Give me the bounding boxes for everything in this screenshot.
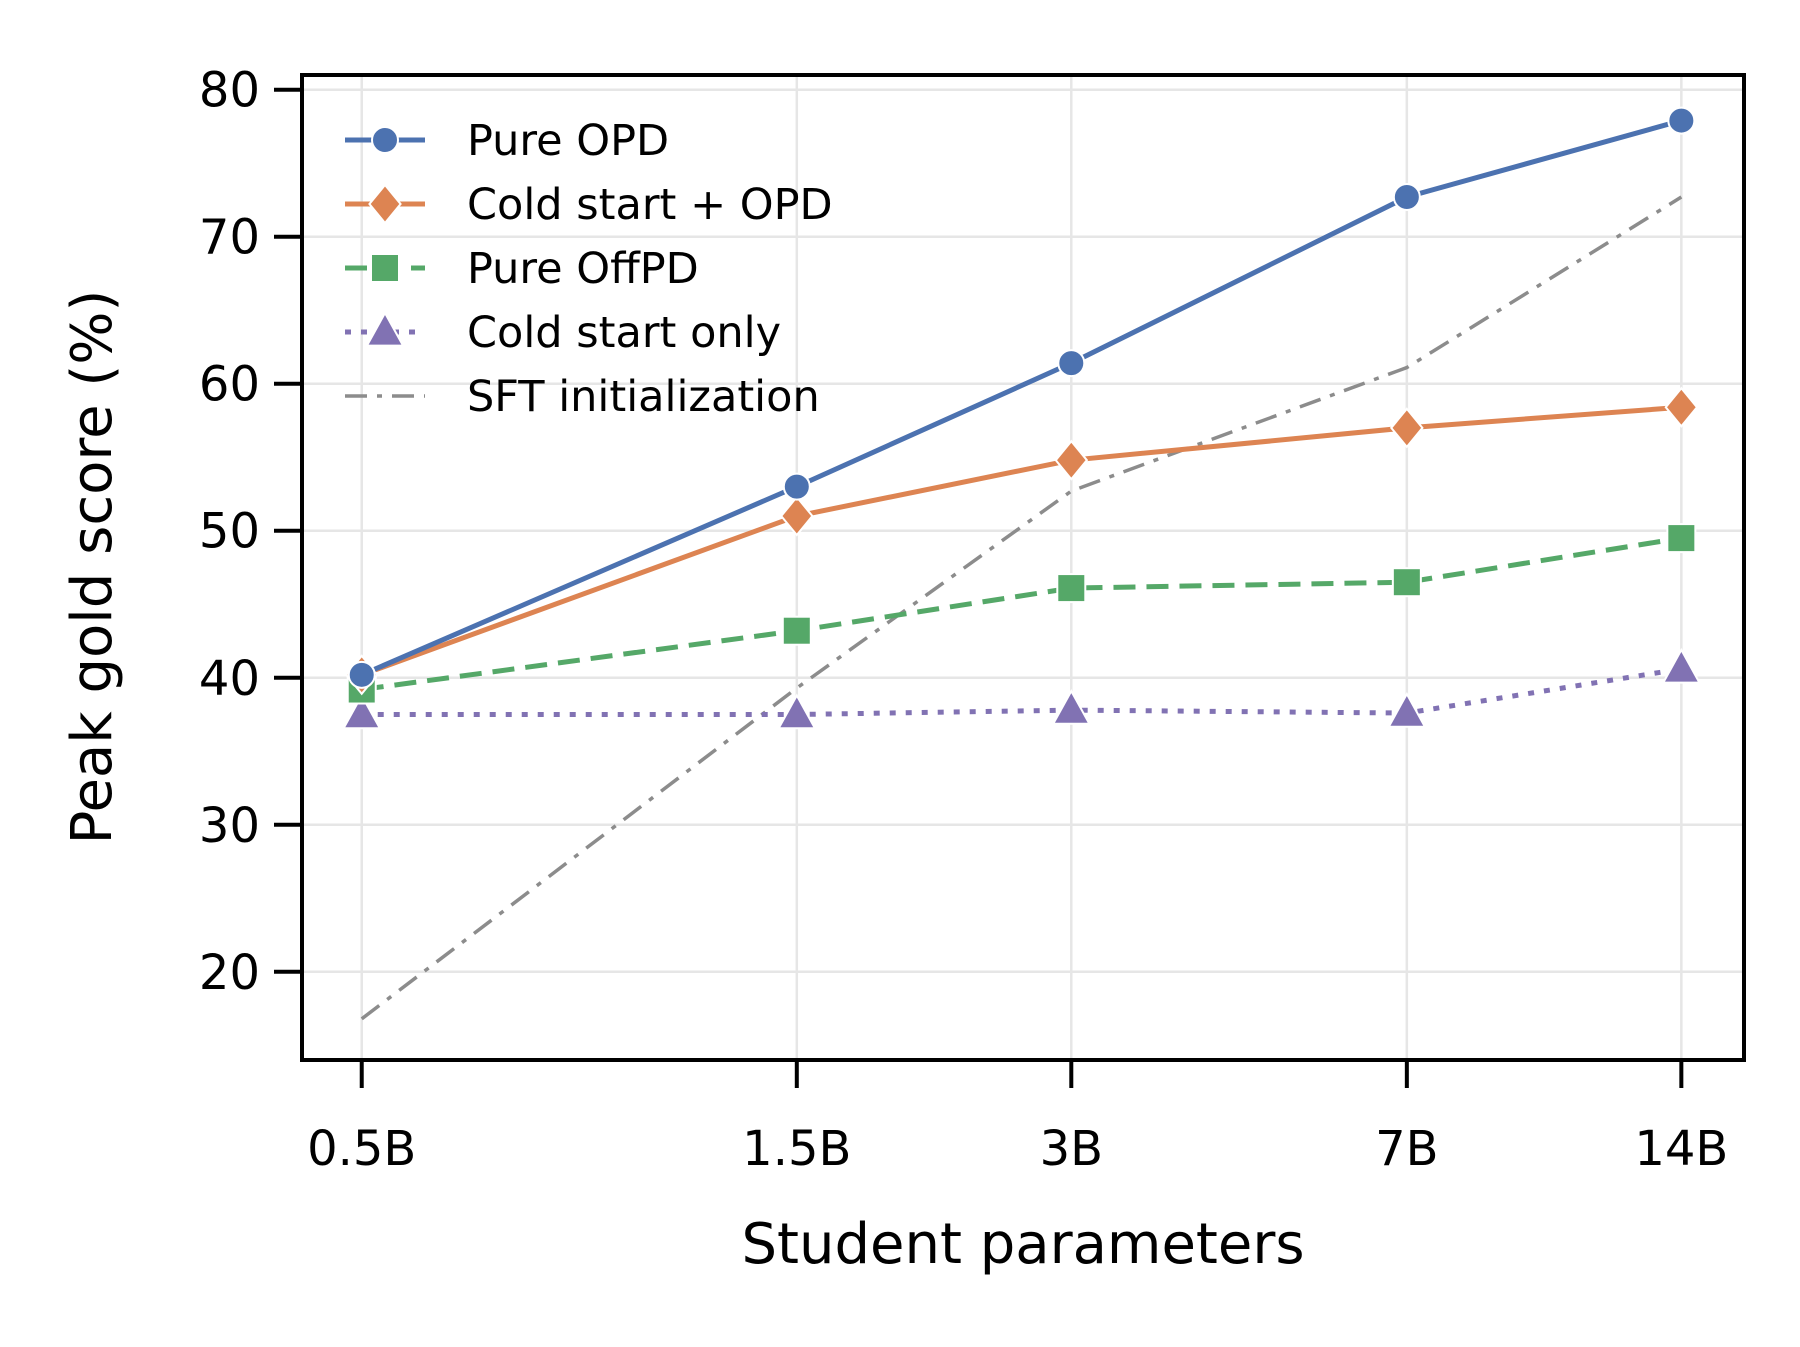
legend-item: Cold start + OPD — [345, 180, 833, 230]
marker-triangle — [777, 693, 817, 730]
x-axis-label: Student parameters — [741, 1212, 1304, 1277]
x-tick-label: 3B — [1040, 1121, 1103, 1177]
marker-diamond — [1054, 439, 1089, 481]
y-tick-label: 60 — [199, 357, 260, 413]
series-pure-offpd — [346, 523, 1697, 705]
marker-square — [781, 615, 812, 646]
y-axis-label: Peak gold score (%) — [60, 290, 125, 845]
axis-layer: 20 30 40 50 60 70 80 0.5B 1.5B 3B 7B 14B — [199, 63, 1728, 1177]
series-line — [361, 535, 1682, 692]
marker-diamond — [368, 183, 402, 225]
series-cold-start-opd — [344, 386, 1699, 696]
y-tick-label: 70 — [199, 210, 260, 266]
legend-label: Cold start + OPD — [467, 180, 833, 230]
series-layer — [341, 106, 1702, 1021]
marker-triangle — [341, 693, 382, 730]
marker-square — [370, 253, 400, 283]
marker-triangle — [365, 310, 405, 347]
y-tick-label: 20 — [199, 945, 260, 1001]
marker-triangle — [1661, 647, 1702, 684]
legend-label: Pure OffPD — [467, 244, 699, 294]
legend-label: SFT initialization — [467, 372, 820, 422]
marker-circle — [1667, 106, 1696, 135]
legend-item: SFT initialization — [345, 372, 820, 422]
marker-diamond — [1664, 386, 1699, 428]
x-tick-label: 0.5B — [307, 1121, 416, 1177]
y-tick-label: 50 — [199, 504, 260, 560]
x-tick-label: 7B — [1375, 1121, 1438, 1177]
series-line — [360, 404, 1682, 678]
legend-label: Pure OPD — [467, 116, 669, 166]
marker-triangle — [1051, 689, 1092, 725]
legend: Pure OPD Cold start + OPD Pure OffPD Cold s… — [345, 116, 833, 422]
marker-square — [1666, 523, 1697, 554]
marker-circle — [347, 660, 376, 689]
x-tick-label: 1.5B — [742, 1121, 851, 1177]
legend-label: Cold start only — [467, 308, 781, 358]
legend-item: Cold start only — [345, 308, 781, 358]
series-line — [360, 195, 1683, 1021]
legend-item: Pure OffPD — [345, 244, 699, 294]
marker-square — [1391, 567, 1422, 598]
series-pure-opd — [347, 106, 1696, 689]
series-sft-initialization — [360, 195, 1683, 1021]
marker-circle — [1392, 183, 1421, 212]
y-tick-label: 40 — [199, 651, 260, 707]
marker-diamond — [1389, 407, 1424, 449]
series-line — [361, 666, 1682, 718]
plot-frame — [300, 73, 1746, 1062]
series-cold-start-only — [341, 647, 1702, 730]
y-tick-label: 30 — [199, 798, 260, 854]
marker-triangle — [1387, 691, 1427, 728]
marker-circle — [782, 472, 811, 501]
marker-square — [1056, 573, 1087, 604]
marker-circle — [371, 126, 399, 154]
marker-circle — [1057, 349, 1086, 378]
x-tick-label: 14B — [1634, 1121, 1728, 1177]
legend-item: Pure OPD — [345, 116, 669, 166]
marker-diamond — [779, 495, 814, 537]
y-tick-label: 80 — [199, 63, 260, 119]
